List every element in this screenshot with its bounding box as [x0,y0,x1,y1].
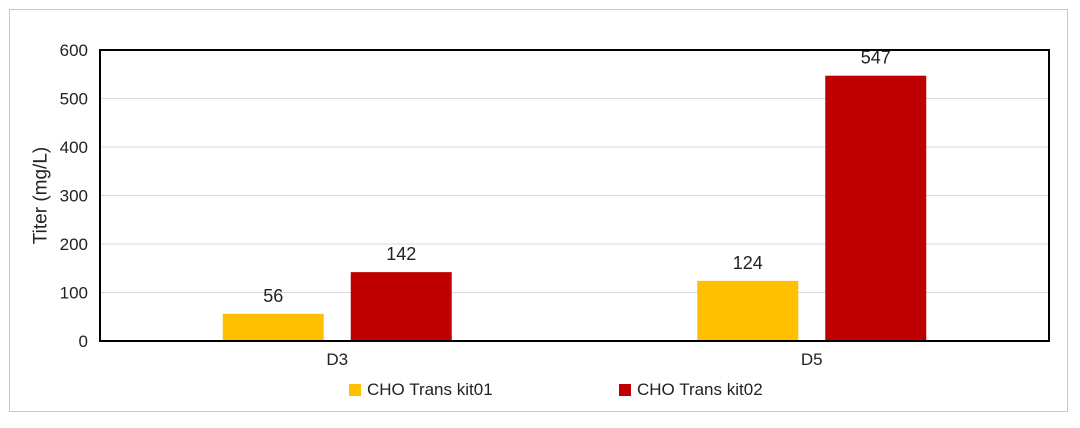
data-label: 142 [386,244,416,264]
data-label: 547 [861,48,891,68]
bar-d3-series-1 [222,313,324,341]
bar-d5-series-1 [697,280,799,341]
plot-area-border [99,49,1050,342]
legend-label: CHO Trans kit02 [637,380,763,399]
y-axis-title: Titer (mg/L) [31,147,52,244]
y-axis-ticks: 0 100 200 300 400 500 600 [60,41,88,351]
x-axis-ticks: D3 D5 [326,350,822,369]
x-tick-label: D3 [326,350,348,369]
y-tick-label: 200 [60,235,88,254]
bar-d3-series-2 [350,272,452,341]
y-tick-label: 600 [60,41,88,60]
y-tick-label: 500 [60,90,88,109]
y-tick-label: 300 [60,187,88,206]
data-labels: 56 142 124 547 [263,48,891,306]
legend: CHO Trans kit01 CHO Trans kit02 [349,380,763,399]
legend-swatch [349,384,361,396]
data-label: 56 [263,286,283,306]
legend-label: CHO Trans kit01 [367,380,493,399]
x-tick-label: D5 [801,350,823,369]
bars [222,75,927,341]
y-tick-label: 400 [60,138,88,157]
legend-swatch [619,384,631,396]
bar-d5-series-2 [825,75,927,341]
data-label: 124 [733,253,763,273]
y-tick-label: 0 [79,332,88,351]
y-tick-label: 100 [60,284,88,303]
